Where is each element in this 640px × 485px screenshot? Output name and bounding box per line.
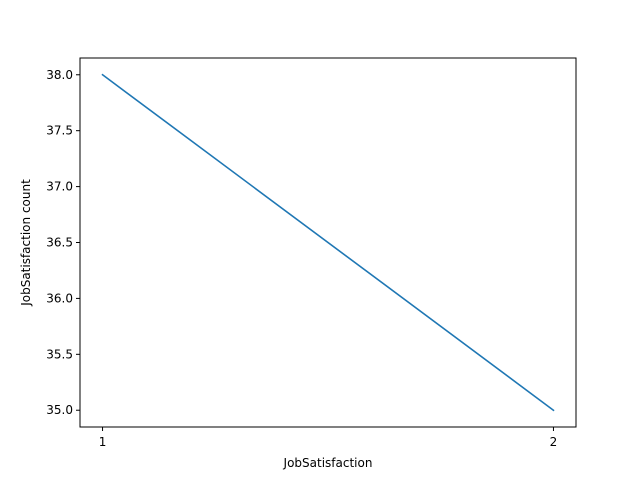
y-tick-label: 35.5 xyxy=(46,347,73,361)
series-layer xyxy=(101,73,555,412)
y-tick-label: 35.0 xyxy=(46,403,73,417)
plot-frame xyxy=(79,57,577,428)
x-tick-label: 1 xyxy=(99,435,107,449)
series-line xyxy=(101,73,555,412)
y-tick-label: 36.5 xyxy=(46,236,73,250)
y-axis: 35.0 35.5 36.0 36.5 37.0 37.5 38.0 xyxy=(46,68,80,417)
y-tick-label: 37.0 xyxy=(46,180,73,194)
y-tick-label: 38.0 xyxy=(46,68,73,82)
y-axis-label: JobSatisfaction count xyxy=(19,179,33,307)
y-tick-label: 36.0 xyxy=(46,291,73,305)
x-axis-label: JobSatisfaction xyxy=(283,456,373,470)
y-tick-label: 37.5 xyxy=(46,124,73,138)
x-tick-label: 2 xyxy=(550,435,558,449)
